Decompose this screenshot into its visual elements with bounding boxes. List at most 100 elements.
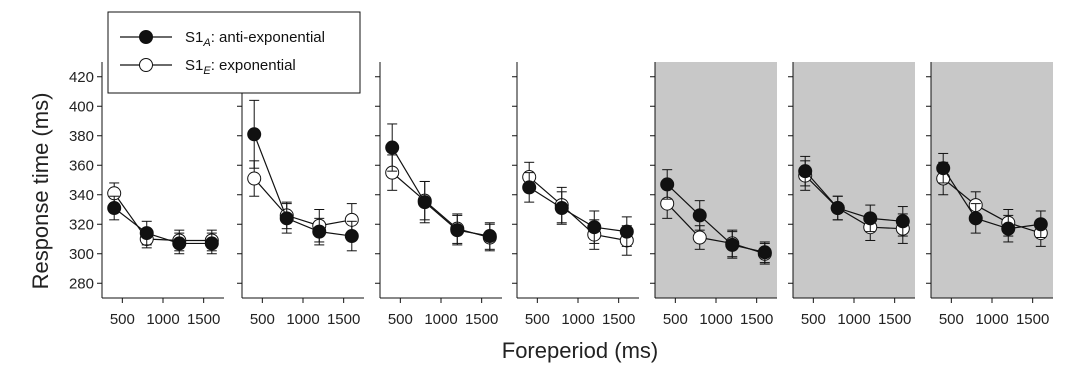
data-point [279, 211, 294, 226]
series-line [113, 192, 212, 242]
x-tick-label: 1500 [602, 311, 635, 328]
series-A [936, 152, 1048, 243]
x-tick-label: 1500 [465, 311, 498, 328]
series-A [107, 195, 219, 255]
data-point [204, 236, 219, 251]
x-tick-label: 1000 [837, 311, 870, 328]
x-axis-label: Foreperiod (ms) [502, 338, 658, 363]
x-tick-label: 1500 [327, 311, 360, 328]
data-point [936, 161, 951, 176]
series-line [253, 134, 352, 237]
series-E [247, 160, 359, 243]
data-point [385, 140, 400, 155]
data-point [107, 201, 122, 216]
series-line [253, 178, 352, 227]
y-tick-label: 300 [69, 246, 94, 263]
data-point [587, 220, 602, 235]
x-tick-label: 500 [939, 311, 964, 328]
x-tick-label: 500 [801, 311, 826, 328]
series-A [798, 155, 910, 237]
data-point [895, 214, 910, 229]
panel-2: 500 1000 1500 [237, 62, 364, 328]
data-point [312, 224, 327, 239]
y-tick-label: 280 [69, 275, 94, 292]
x-tick-label: 500 [663, 311, 688, 328]
data-point [247, 171, 262, 186]
y-axis-label: Response time (ms) [28, 93, 53, 290]
data-point [344, 229, 359, 244]
y-tick-label: 420 [69, 69, 94, 86]
x-tick-label: 1000 [424, 311, 457, 328]
series-A [522, 172, 634, 247]
data-point [172, 236, 187, 251]
series-A [247, 99, 359, 252]
data-point [450, 223, 465, 238]
data-point [692, 230, 707, 245]
series-E [522, 161, 634, 256]
data-point [830, 201, 845, 216]
y-tick-label: 400 [69, 98, 94, 115]
x-tick-label: 500 [388, 311, 413, 328]
chart-panels: 280 300 320 340 360 380 400 420 500 1000 1500 500 10… [69, 62, 1053, 328]
panel-6: 500 1000 1500 [788, 62, 915, 328]
panel-4: 500 1000 1500 [512, 62, 639, 328]
legend-box [107, 11, 361, 94]
y-tick-label: 340 [69, 187, 94, 204]
data-point [619, 224, 634, 239]
x-tick-label: 1000 [146, 311, 179, 328]
data-point [660, 177, 675, 192]
x-tick-label: 1500 [1016, 311, 1049, 328]
panel-7: 500 1000 1500 [926, 62, 1053, 328]
data-point [692, 208, 707, 223]
series-line [666, 183, 765, 253]
panel-1: 280 300 320 340 360 380 400 420 500 1000 1500 [69, 62, 224, 328]
series-A [660, 169, 772, 264]
series-line [391, 147, 490, 237]
data-point [1033, 217, 1048, 232]
x-tick-label: 500 [250, 311, 275, 328]
data-point [757, 245, 772, 260]
legend-marker [139, 30, 153, 44]
x-tick-label: 1500 [740, 311, 773, 328]
legend: S1A: anti-exponential S1E: exponential [107, 11, 361, 94]
data-point [482, 229, 497, 244]
series-line [113, 207, 212, 245]
series-line [942, 178, 1041, 234]
series-E [385, 154, 497, 252]
data-point [417, 195, 432, 210]
data-point [863, 211, 878, 226]
legend-marker [139, 58, 153, 72]
series-line [528, 176, 627, 242]
y-tick-label: 380 [69, 128, 94, 145]
series-line [528, 186, 627, 233]
data-point [968, 211, 983, 226]
x-tick-label: 1500 [187, 311, 220, 328]
legend-entry-E: S1E: exponential [185, 57, 296, 77]
data-point [247, 127, 262, 142]
y-tick-label: 360 [69, 157, 94, 174]
x-tick-label: 1000 [561, 311, 594, 328]
data-point [798, 164, 813, 179]
series-A [385, 123, 497, 250]
panel-5: 500 1000 1500 [650, 62, 777, 328]
panel-3: 500 1000 1500 [375, 62, 502, 328]
x-tick-label: 1000 [699, 311, 732, 328]
x-tick-label: 500 [525, 311, 550, 328]
series-E [107, 182, 219, 252]
panel-shading [793, 62, 915, 298]
data-point [554, 201, 569, 216]
data-point [139, 226, 154, 241]
legend-entry-A: S1A: anti-exponential [185, 29, 325, 49]
data-point [1001, 221, 1016, 236]
panel-shading [655, 62, 777, 298]
data-point [725, 237, 740, 252]
data-point [522, 180, 537, 195]
x-tick-label: 1000 [286, 311, 319, 328]
series-line [391, 172, 490, 239]
x-tick-label: 500 [110, 311, 135, 328]
x-tick-label: 1500 [878, 311, 911, 328]
y-tick-label: 320 [69, 216, 94, 233]
series-line [804, 170, 903, 222]
series-line [942, 167, 1041, 230]
